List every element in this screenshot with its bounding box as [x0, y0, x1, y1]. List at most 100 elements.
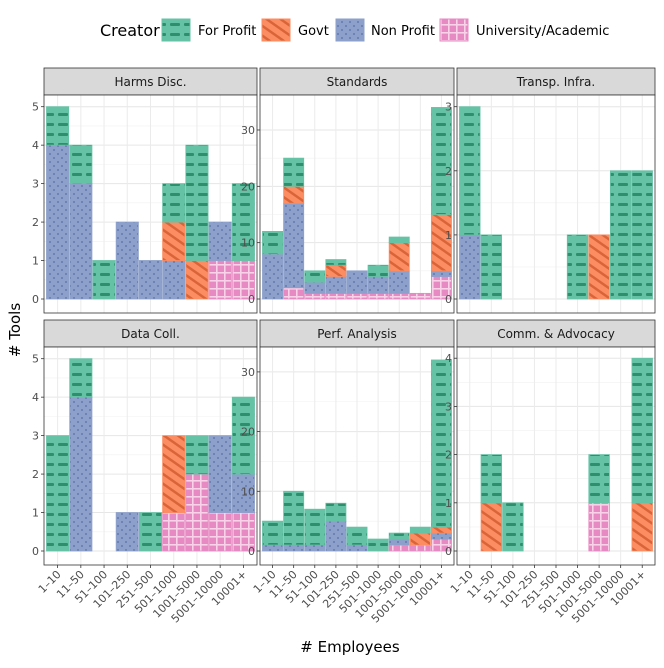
bar-for-profit-11-50 [480, 234, 503, 300]
facet-title: Perf. Analysis [317, 327, 397, 341]
y-tick-label: 20 [241, 426, 255, 439]
bar-for-profit-51-100 [502, 502, 524, 552]
bar-for-profit-1001-5000 [185, 144, 209, 261]
bar-for-profit-51-100 [304, 508, 326, 546]
bar-university-academic-5001-10000 [208, 512, 232, 552]
bar-for-profit-11-50 [69, 358, 93, 398]
legend-label-university: University/Academic [476, 24, 609, 39]
facet-strip [456, 319, 656, 348]
bar-for-profit-1-10 [262, 230, 284, 255]
bar-university-academic-251-500 [346, 292, 368, 300]
bar-for-profit-11-50 [69, 144, 93, 185]
bar-university-academic-501-1000 [367, 292, 389, 300]
bar-govt-10001 [430, 526, 452, 534]
x-axis-title: # Employees [300, 638, 400, 656]
facet-title: Comm. & Advocacy [497, 327, 615, 341]
y-tick-label: 0 [32, 545, 39, 558]
y-tick-label: 30 [241, 124, 255, 137]
bar-university-academic-5001-10000 [208, 260, 232, 300]
bar-for-profit-251-500 [346, 526, 368, 546]
bar-for-profit-1001-5000 [588, 454, 610, 504]
bar-non-profit-11-50 [69, 183, 93, 300]
bar-non-profit-1-10 [262, 253, 284, 300]
bar-non-profit-501-1000 [367, 276, 389, 294]
y-tick-label: 2 [32, 468, 39, 481]
y-tick-label: 1 [445, 497, 452, 510]
y-tick-label: 0 [32, 293, 39, 306]
bar-for-profit-1-10 [459, 106, 481, 236]
bar-govt-501-1000 [162, 221, 186, 261]
legend-label-govt: Govt [298, 24, 329, 39]
facet-harms-disc: Harms Disc. 0 1 2 3 4 5 [32, 67, 258, 314]
y-tick-label: 1 [445, 229, 452, 242]
y-tick-label: 30 [241, 366, 255, 379]
facet-transp-infra: Transp. Infra. 0 1 2 3 [445, 67, 656, 314]
legend-swatch-for-profit [161, 18, 191, 42]
bar-non-profit-51-100 [304, 544, 326, 552]
legend-item-university: University/Academic [439, 18, 609, 42]
bar-govt-501-1000 [162, 435, 186, 513]
bar-non-profit-251-500 [346, 544, 368, 552]
y-tick-label: 2 [32, 216, 39, 229]
bar-for-profit-11-50 [283, 157, 305, 187]
bar-non-profit-5001-10000 [208, 435, 232, 513]
facet-perf-analysis: Perf. Analysis01020301–1011–5051–100101–… [241, 319, 455, 626]
bar-for-profit-51-100 [304, 270, 326, 283]
y-tick-label: 10 [241, 237, 255, 250]
panel-border [456, 94, 656, 314]
bar-for-profit-1001-5000 [388, 532, 410, 540]
bar-for-profit-1-10 [46, 106, 70, 146]
bar-for-profit-10001 [231, 183, 255, 261]
y-tick-label: 2 [445, 449, 452, 462]
bar-for-profit-10001 [631, 170, 653, 300]
bar-non-profit-10001 [430, 532, 452, 540]
y-tick-label: 4 [32, 139, 39, 152]
y-tick-label: 3 [445, 101, 452, 114]
legend-item-non-profit: Non Profit [335, 18, 435, 42]
facet-strip [43, 67, 258, 96]
panel-border [259, 94, 455, 314]
y-tick-label: 4 [32, 391, 39, 404]
y-tick-label: 1 [32, 507, 39, 520]
facet-comm-advocacy: Comm. & Advocacy012341–1011–5051–100101–… [445, 319, 656, 626]
facet-data-coll: Data Coll.0123451–1011–5051–100101–25025… [32, 319, 258, 626]
bar-for-profit-10001 [430, 359, 452, 528]
bar-university-academic-501-1000 [162, 512, 186, 552]
legend-item-govt: Govt [261, 18, 329, 42]
bar-govt-1001-5000 [588, 234, 610, 300]
bar-university-academic-51-100 [304, 292, 326, 300]
y-tick-label: 5 [32, 353, 39, 366]
y-tick-label: 0 [445, 545, 452, 558]
y-tick-label: 1 [32, 255, 39, 268]
bar-for-profit-501-1000 [162, 183, 186, 223]
bar-for-profit-251-500 [138, 512, 163, 552]
bar-govt-101-250 [325, 264, 347, 277]
bar-non-profit-101-250 [325, 276, 347, 294]
facet-strip [259, 319, 455, 348]
bar-university-academic-1001-5000 [388, 544, 410, 552]
bar-non-profit-11-50 [283, 202, 305, 289]
bar-for-profit-1001-5000 [388, 236, 410, 244]
facet-panels: Harms Disc.012345Standards0102030Transp.… [32, 67, 656, 626]
legend-label-non-profit: Non Profit [371, 24, 435, 39]
bar-for-profit-10001 [231, 396, 255, 475]
bar-govt-1001-5000 [185, 260, 209, 300]
facet-title: Standards [327, 75, 388, 89]
bar-university-academic-5001-10000 [409, 544, 431, 552]
facet-strip [456, 67, 656, 96]
bar-for-profit-101-250 [325, 502, 347, 522]
y-axis-title: # Tools [6, 303, 24, 357]
legend-swatch-non-profit [335, 18, 365, 42]
bar-non-profit-10001 [430, 270, 452, 277]
bar-govt-11-50 [480, 502, 503, 552]
bar-non-profit-501-1000 [162, 260, 186, 300]
facet-strip [43, 319, 258, 348]
bar-university-academic-11-50 [283, 287, 305, 300]
bar-govt-10001 [631, 502, 653, 552]
bar-for-profit-101-250 [325, 259, 347, 266]
bar-for-profit-10001 [430, 107, 452, 215]
bar-non-profit-101-250 [325, 520, 347, 552]
bar-non-profit-11-50 [69, 396, 93, 552]
